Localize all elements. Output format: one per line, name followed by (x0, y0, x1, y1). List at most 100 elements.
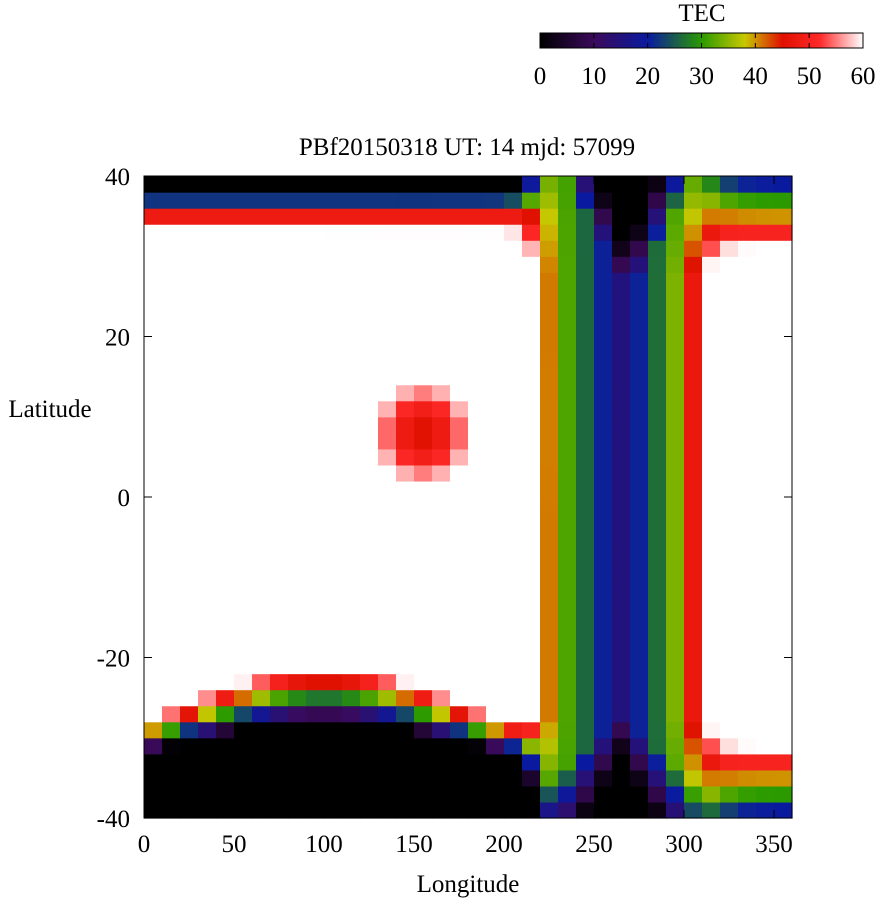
heatmap-cell (324, 176, 343, 193)
heatmap-cell (594, 657, 613, 675)
heatmap-cell (270, 224, 289, 241)
heatmap-cell (252, 625, 271, 643)
heatmap-cell (432, 497, 451, 514)
heatmap-cell (342, 769, 361, 787)
heatmap-cell (558, 464, 577, 482)
heatmap-cell (450, 497, 469, 514)
heatmap-cell (306, 657, 325, 675)
heatmap-cell (396, 192, 415, 209)
heatmap-cell (270, 673, 289, 691)
heatmap-cell (666, 721, 685, 739)
heatmap-cell (324, 352, 343, 370)
heatmap-cell (630, 705, 649, 723)
heatmap-cell (396, 176, 415, 193)
heatmap-cell (738, 801, 757, 819)
heatmap-cell (648, 400, 667, 418)
heatmap-cell (666, 256, 685, 273)
heatmap-cell (738, 545, 757, 562)
heatmap-cell (396, 721, 415, 739)
heatmap-cell (594, 625, 613, 643)
heatmap-cell (540, 641, 559, 659)
heatmap-cell (612, 705, 631, 723)
heatmap-cell (360, 464, 379, 482)
heatmap-cell (306, 240, 325, 257)
heatmap-cell (540, 529, 559, 546)
heatmap-cell (144, 480, 163, 498)
heatmap-cell (738, 705, 757, 723)
heatmap-cell (486, 689, 505, 707)
heatmap-cell (162, 625, 181, 643)
heatmap-cell (324, 336, 343, 354)
heatmap-cell (252, 769, 271, 787)
heatmap-cell (666, 673, 685, 691)
heatmap-cell (198, 561, 217, 578)
heatmap-cell (414, 416, 433, 434)
heatmap-cell (504, 769, 523, 787)
heatmap-cell (756, 705, 775, 723)
heatmap-cell (522, 304, 541, 322)
heatmap-cell (288, 577, 307, 594)
heatmap-cell (558, 673, 577, 691)
heatmap-cell (324, 641, 343, 659)
heatmap-cell (540, 513, 559, 530)
heatmap-cell (612, 320, 631, 338)
heatmap-cell (612, 769, 631, 787)
heatmap-cell (648, 561, 667, 578)
heatmap-cell (630, 480, 649, 498)
heatmap-cell (306, 464, 325, 482)
heatmap-cell (630, 208, 649, 225)
heatmap-cell (306, 641, 325, 659)
heatmap-cell (306, 448, 325, 466)
heatmap-cell (522, 753, 541, 771)
heatmap-cell (684, 368, 703, 386)
heatmap-cell (198, 240, 217, 257)
heatmap-cell (198, 224, 217, 241)
heatmap-cell (684, 561, 703, 578)
y-tick-label: 40 (105, 164, 130, 191)
heatmap-cell (360, 400, 379, 418)
heatmap-cell (144, 753, 163, 771)
heatmap-cell (756, 657, 775, 675)
heatmap-cell (432, 785, 451, 803)
heatmap-cell (612, 721, 631, 739)
heatmap-cell (666, 384, 685, 402)
heatmap-cell (756, 448, 775, 466)
y-tick-label: 20 (105, 325, 130, 352)
heatmap-cell (414, 513, 433, 530)
heatmap-cell (594, 529, 613, 546)
heatmap-cell (252, 529, 271, 546)
heatmap-cell (594, 577, 613, 594)
heatmap-cell (648, 384, 667, 402)
heatmap-cell (720, 737, 739, 755)
heatmap-cell (378, 657, 397, 675)
heatmap-cell (450, 753, 469, 771)
heatmap-cell (684, 657, 703, 675)
heatmap-cell (252, 368, 271, 386)
heatmap-cell (198, 609, 217, 626)
heatmap-cell (396, 657, 415, 675)
heatmap-cell (288, 272, 307, 289)
heatmap-cell (522, 737, 541, 755)
heatmap-cell (468, 272, 487, 289)
heatmap-cell (720, 320, 739, 338)
heatmap-cell (342, 657, 361, 675)
heatmap-cell (360, 256, 379, 273)
heatmap-cell (360, 529, 379, 546)
heatmap-cell (594, 224, 613, 241)
heatmap-cell (540, 673, 559, 691)
heatmap-cell (756, 497, 775, 514)
heatmap-cell (252, 192, 271, 209)
heatmap-cell (666, 400, 685, 418)
heatmap-cell (432, 657, 451, 675)
heatmap-cell (378, 352, 397, 370)
heatmap-cell (162, 657, 181, 675)
heatmap-cell (594, 400, 613, 418)
heatmap-cell (270, 256, 289, 273)
heatmap-cell (216, 352, 235, 370)
heatmap-cell (648, 673, 667, 691)
heatmap-cell (324, 673, 343, 691)
heatmap-cell (630, 769, 649, 787)
heatmap-cell (252, 513, 271, 530)
heatmap-cell (540, 352, 559, 370)
heatmap-cell (648, 753, 667, 771)
